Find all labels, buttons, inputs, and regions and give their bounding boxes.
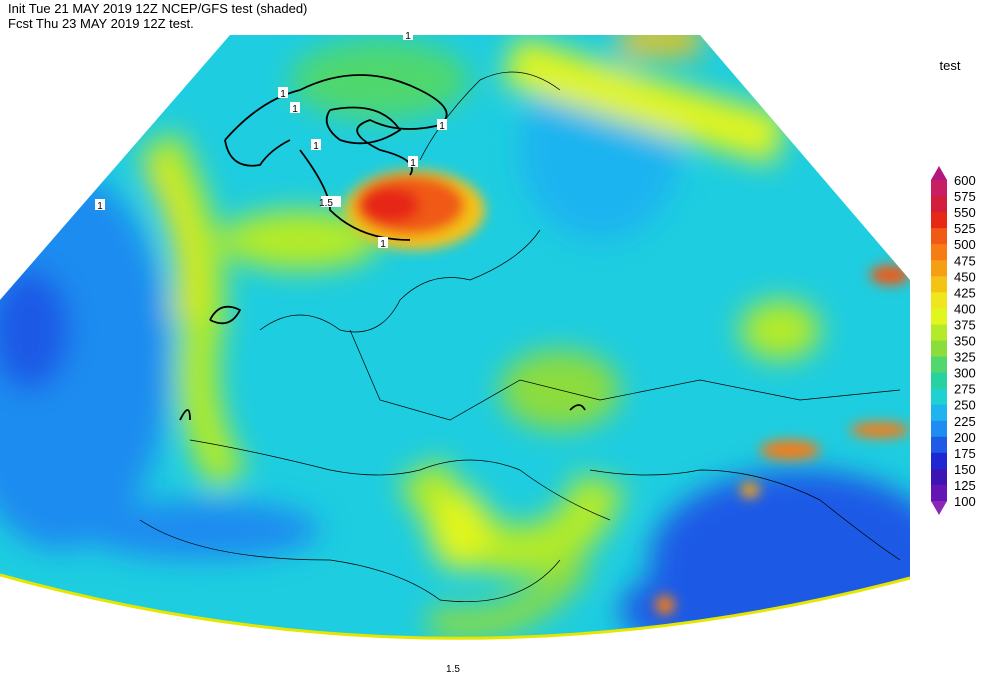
colorbar-box [931, 340, 947, 358]
colorbar-box [931, 180, 947, 197]
contour-label-bg [278, 87, 288, 98]
contour-label-bg [311, 139, 321, 150]
colorbar-box [931, 196, 947, 213]
contour-label: 1.5 [446, 664, 460, 675]
map-edge [0, 573, 911, 640]
init-line: Init Tue 21 MAY 2019 12Z NCEP/GFS test (… [8, 1, 307, 16]
colorbar-box [931, 244, 947, 261]
colorbar-label: 550 [954, 205, 976, 220]
colorbar-label: 200 [954, 430, 976, 445]
colorbar-label: 275 [954, 382, 976, 397]
colorbar-label: 475 [954, 253, 976, 268]
colorbar-box [931, 212, 947, 229]
colorbar-label: 125 [954, 478, 976, 493]
colorbar-arrow-bottom [931, 501, 947, 515]
contour-label: 1.5 [319, 198, 333, 209]
colorbar-label: 375 [954, 317, 976, 332]
contour-label-bg [321, 196, 341, 207]
colorbar-box [931, 308, 947, 325]
contour-label-bg [378, 237, 388, 248]
colorbar-box [931, 436, 947, 454]
colorbar-label: 425 [954, 285, 976, 300]
colorbar-label: 525 [954, 221, 976, 236]
contour-label-bg [437, 119, 447, 130]
coastlines [139, 71, 901, 603]
colorbar-box [931, 292, 947, 309]
contour-label-bg [408, 156, 418, 167]
contour-label-bg [95, 199, 105, 210]
colorbar-box [931, 468, 947, 486]
colorbar-label: 350 [954, 334, 976, 349]
contour-label: 1 [280, 89, 286, 100]
colorbar-box [931, 260, 947, 277]
contour-label: 1 [313, 141, 319, 152]
colorbar-label: 600 [954, 173, 976, 188]
colorbar-box [931, 452, 947, 470]
colorbar-box [931, 324, 947, 341]
contour-label: 1 [380, 239, 386, 250]
colorbar-label: 300 [954, 366, 976, 381]
colorbar: 6005755505255004754504254003753503253002… [931, 166, 976, 515]
contour-label: 1 [410, 158, 416, 169]
colorbar-box [931, 372, 947, 390]
colorbar-box [931, 404, 947, 422]
contour-label: 1 [405, 31, 411, 42]
map [0, 35, 910, 639]
colorbar-box [931, 388, 947, 406]
forecast-line: Fcst Thu 23 MAY 2019 12Z test. [8, 16, 194, 31]
jet-core [345, 170, 910, 615]
contour-label-bg [290, 102, 300, 113]
colorbar-label: 325 [954, 350, 976, 365]
colorbar-box [931, 356, 947, 374]
colorbar-label: 575 [954, 189, 976, 204]
colorbar-label: 400 [954, 301, 976, 316]
contour-label: 1 [439, 121, 445, 132]
colorbar-label: 500 [954, 237, 976, 252]
colorbar-label: 250 [954, 398, 976, 413]
colorbar-arrow-top [931, 166, 947, 180]
colorbar-box [931, 276, 947, 293]
colorbar-label: 150 [954, 462, 976, 477]
colorbar-box [931, 228, 947, 245]
contour-label: 1 [292, 104, 298, 115]
legend-title: test [940, 58, 961, 73]
colorbar-box [931, 484, 947, 502]
colorbar-label: 175 [954, 446, 976, 461]
colorbar-label: 450 [954, 269, 976, 284]
shading [0, 35, 910, 639]
contour-label: 1 [97, 201, 103, 212]
colorbar-label: 100 [954, 494, 976, 509]
colorbar-label: 225 [954, 414, 976, 429]
colorbar-box [931, 420, 947, 438]
contour-label-bg [403, 29, 413, 40]
contour-label-bg [448, 662, 468, 673]
